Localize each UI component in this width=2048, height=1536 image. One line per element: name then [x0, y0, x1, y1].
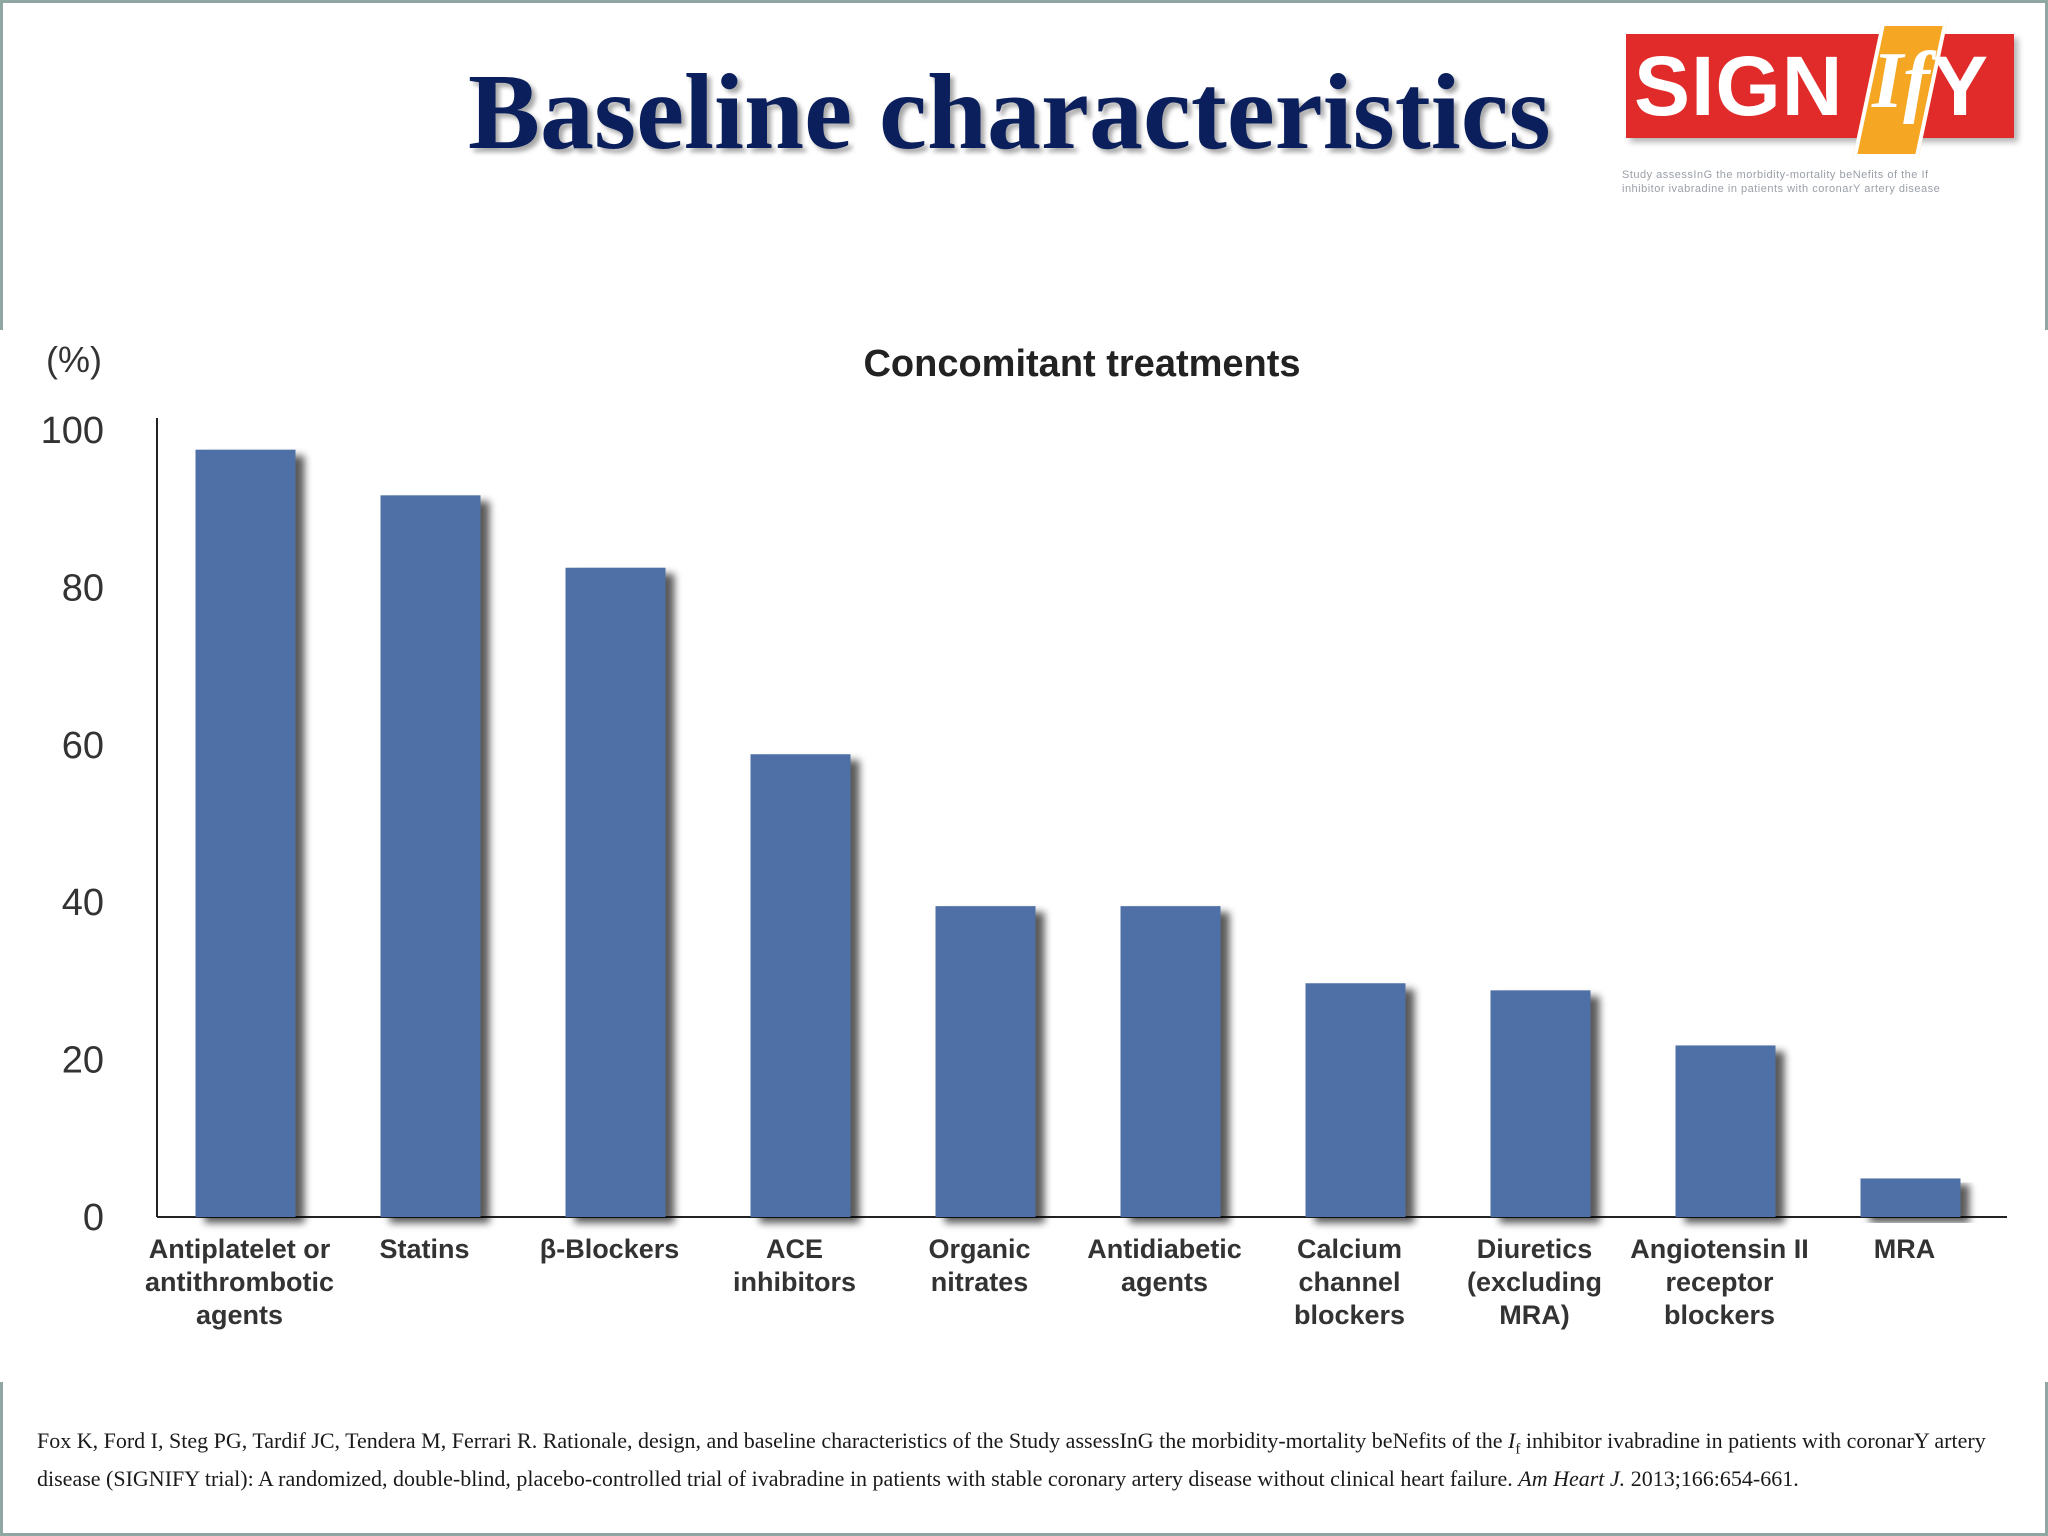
- x-tick-label: β-Blockers: [540, 1234, 680, 1264]
- y-tick-label: 0: [83, 1197, 104, 1239]
- chart-title: Concomitant treatments: [863, 343, 1300, 385]
- signify-logo: SIGN If Y Study assessInG the morbidity-…: [1622, 22, 2027, 212]
- bar: [195, 449, 296, 1217]
- slide-border-top: [0, 0, 2048, 3]
- x-tick-label: ACE inhibitors: [733, 1234, 856, 1297]
- y-tick-label: 60: [62, 725, 104, 767]
- bar: [1120, 906, 1221, 1217]
- slide-border-right-lower: [2045, 1382, 2048, 1536]
- bar: [565, 567, 666, 1217]
- bar: [1490, 990, 1591, 1217]
- y-axis-label: (%): [46, 339, 102, 380]
- x-tick-label: Statins: [379, 1234, 469, 1264]
- citation-if-italic: I: [1508, 1428, 1516, 1453]
- x-tick-label: Antiplatelet or antithrombotic agents: [145, 1234, 334, 1330]
- bar: [1675, 1045, 1776, 1217]
- x-tick-label: Organic nitrates: [928, 1234, 1030, 1297]
- logo-tagline-line2: inhibitor ivabradine in patients with co…: [1622, 183, 1941, 195]
- x-tick-label: Calcium channel blockers: [1294, 1234, 1405, 1330]
- citation: Fox K, Ford I, Steg PG, Tardif JC, Tende…: [37, 1426, 2012, 1494]
- x-tick-label: Diuretics (excluding MRA): [1467, 1234, 1602, 1330]
- bar: [1860, 1178, 1961, 1217]
- y-tick-label: 80: [62, 567, 104, 609]
- bar: [380, 495, 481, 1217]
- slide-border-left-lower: [0, 1382, 3, 1536]
- slide-border-right-upper: [2045, 0, 2048, 330]
- logo-text-if: If: [1872, 37, 1930, 125]
- y-tick-label: 40: [62, 882, 104, 924]
- logo-tagline-line1: Study assessInG the morbidity-mortality …: [1622, 169, 1929, 181]
- bar: [750, 754, 851, 1217]
- x-tick-label: Angiotensin II receptor blockers: [1630, 1234, 1809, 1330]
- bar: [1305, 983, 1406, 1217]
- logo-tagline: Study assessInG the morbidity-mortality …: [1622, 168, 2027, 196]
- citation-text-before: Fox K, Ford I, Steg PG, Tardif JC, Tende…: [37, 1428, 1509, 1453]
- logo-red-box: [1626, 34, 2014, 138]
- y-tick-label: 20: [62, 1040, 104, 1082]
- logo-text-sign: SIGN: [1634, 39, 1844, 133]
- y-tick-label: 100: [41, 410, 104, 452]
- citation-reference: 2013;166:654-661.: [1625, 1466, 1799, 1492]
- citation-text-after: inhibitor ivabradine in patients with co…: [37, 1428, 1986, 1492]
- slide-border-left-upper: [0, 0, 3, 330]
- slide-border-bottom: [0, 1533, 2048, 1536]
- citation-journal: Am Heart J.: [1518, 1466, 1626, 1492]
- x-tick-label: Antidiabetic agents: [1087, 1234, 1242, 1297]
- x-tick-label: MRA: [1874, 1234, 1936, 1264]
- logo-text-y: Y: [1932, 39, 1989, 133]
- slide-title: Baseline characteristics: [468, 53, 1551, 172]
- citation-if-subscript: f: [1515, 1441, 1521, 1458]
- bar: [935, 906, 1036, 1217]
- concomitant-treatments-chart: Concomitant treatments (%) 0 20 40 60 80 100 Ant…: [41, 339, 2007, 1330]
